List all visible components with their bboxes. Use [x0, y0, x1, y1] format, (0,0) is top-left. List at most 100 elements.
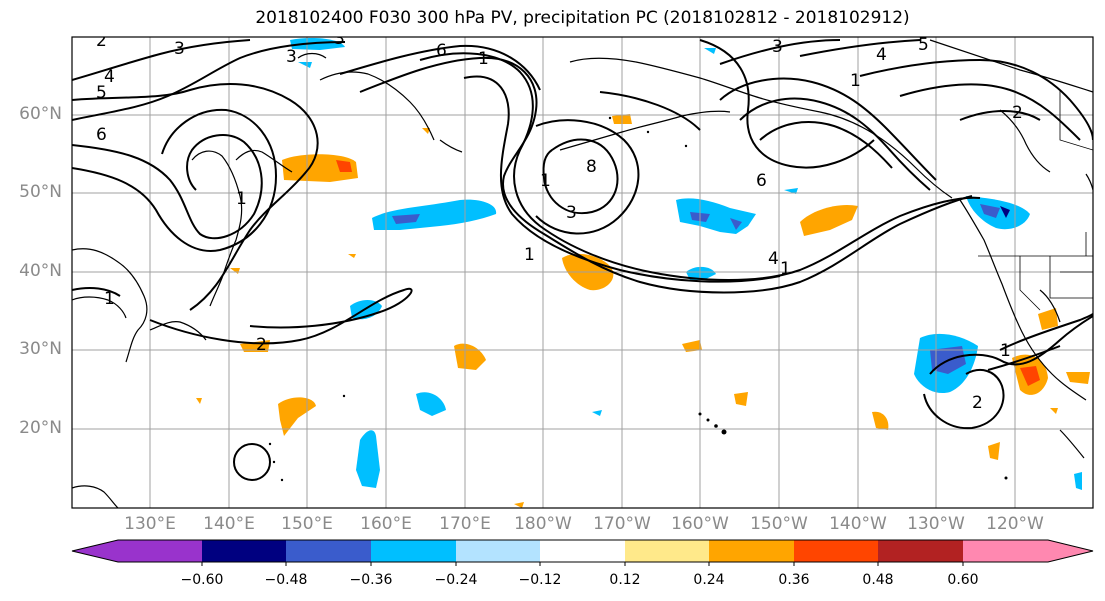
colorbar-tick-label: 0.12: [609, 572, 641, 588]
contour-label: 1: [236, 189, 247, 209]
lon-label: 170°W: [593, 514, 651, 534]
precip-blob: [1020, 366, 1040, 386]
colorbar-segment: [118, 540, 202, 562]
contour-label: 1: [780, 259, 791, 279]
colorbar-tick-label: 0.48: [862, 572, 894, 588]
precip-blob: [980, 204, 1000, 218]
lat-label: 50°N: [19, 182, 62, 202]
precip-blob: [686, 266, 716, 280]
contour-label: 3: [174, 39, 185, 59]
precip-blob: [290, 38, 345, 50]
contour-label: 1: [478, 49, 489, 69]
colorbar-segment: [371, 540, 456, 562]
colorbar-segment: [963, 540, 1048, 562]
lat-label: 20°N: [19, 418, 62, 438]
contour-label: 4: [876, 45, 887, 65]
colorbar-tick-label: −0.24: [434, 572, 478, 588]
contour-label: 2: [972, 393, 983, 413]
contour-label: 1: [850, 71, 861, 91]
contour-label: 8: [586, 157, 597, 177]
precip-blob: [514, 502, 524, 508]
colorbar-segment: [794, 540, 878, 562]
contour-label: 2: [96, 31, 107, 51]
coastlines: [72, 39, 1093, 508]
precip-blob: [1000, 206, 1010, 218]
precip-blob: [988, 442, 1000, 460]
colorbar-segment: [625, 540, 709, 562]
colorbar: [71, 539, 1094, 566]
lon-label: 120°W: [986, 514, 1044, 534]
precip-blob: [592, 410, 602, 416]
lon-label: 130°E: [124, 514, 176, 534]
precip-blob: [800, 204, 858, 236]
colorbar-extend-low: [72, 540, 118, 562]
colorbar-extend-high: [1048, 540, 1093, 562]
contour-label: 2: [256, 335, 267, 355]
colorbar-segment: [456, 540, 540, 562]
colorbar-segment: [202, 540, 286, 562]
lat-label: 60°N: [19, 104, 62, 124]
lon-label: 160°W: [671, 514, 729, 534]
contour-label: 1: [104, 289, 115, 309]
contour-label: 3: [286, 47, 297, 67]
colorbar-segment: [286, 540, 371, 562]
chart-title: 2018102400 F030 300 hPa PV, precipitatio…: [255, 8, 910, 28]
pv-contours: [72, 39, 1093, 481]
contour-label: 6: [756, 171, 767, 191]
title-area: 2018102400 F030 300 hPa PV, precipitatio…: [0, 0, 1105, 34]
precip-blob: [1074, 472, 1082, 490]
precip-blob: [392, 214, 420, 224]
precip-blob: [872, 411, 889, 430]
contour-label: 1: [524, 245, 535, 265]
colorbar-segment: [540, 540, 625, 562]
colorbar-tick-label: 0.24: [693, 572, 725, 588]
precip-blob: [416, 392, 446, 416]
precip-blob: [298, 62, 312, 68]
contour-label: 3: [772, 37, 783, 57]
precip-blob: [196, 398, 202, 404]
colorbar-tick-label: −0.12: [518, 572, 562, 588]
lon-label: 160°E: [360, 514, 412, 534]
map-frame: [71, 36, 1094, 509]
colorbar-tick-label: −0.36: [349, 572, 393, 588]
contour-label: 6: [96, 125, 107, 145]
lon-label: 140°W: [829, 514, 887, 534]
precip-blob: [734, 392, 748, 406]
lon-label: 180°W: [514, 514, 572, 534]
contour-label: 5: [96, 83, 107, 103]
contour-label: 4: [104, 67, 115, 87]
lat-label: 40°N: [19, 261, 62, 281]
lon-label: 130°W: [907, 514, 965, 534]
precip-blob: [682, 340, 702, 352]
colorbar-tick-label: 0.36: [778, 572, 810, 588]
contour-label: 3: [334, 29, 345, 49]
precip-blob: [356, 430, 380, 488]
contour-label: 1: [1000, 341, 1011, 361]
precip-blob: [336, 160, 352, 172]
contour-label: 1: [540, 171, 551, 191]
precip-blob: [1066, 372, 1090, 384]
lon-label: 150°W: [750, 514, 808, 534]
contour-label: 5: [918, 35, 929, 55]
contour-label: 4: [768, 249, 779, 269]
lat-label: 30°N: [19, 339, 62, 359]
lon-label: 170°E: [439, 514, 491, 534]
colorbar-outline: [71, 539, 1094, 563]
contour-label: 6: [436, 41, 447, 61]
precip-blob: [348, 254, 356, 258]
precip-blob: [1050, 408, 1058, 414]
colorbar-segment: [878, 540, 963, 562]
colorbar-tick-label: 0.60: [947, 572, 979, 588]
colorbar-tick-label: −0.48: [264, 572, 308, 588]
borders: [978, 90, 1093, 311]
lon-label: 140°E: [203, 514, 255, 534]
contour-label: 2: [1012, 103, 1023, 123]
precip-blob: [730, 218, 742, 230]
colorbar-segment: [709, 540, 794, 562]
lon-label: 150°E: [281, 514, 333, 534]
contour-label: 3: [566, 203, 577, 223]
precip-blob: [422, 128, 430, 134]
precip-blob: [1038, 308, 1058, 330]
colorbar-tick-label: −0.60: [180, 572, 224, 588]
